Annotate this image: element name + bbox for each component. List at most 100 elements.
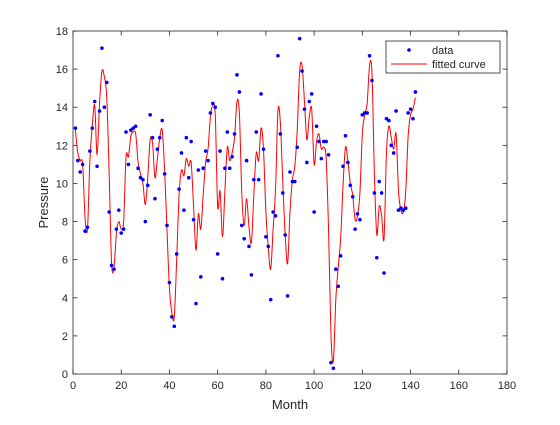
data-point	[88, 149, 92, 153]
legend-label: data	[432, 45, 454, 57]
data-point	[117, 208, 121, 212]
data-point	[121, 227, 126, 231]
data-point	[141, 177, 145, 182]
data-point	[165, 223, 169, 228]
data-point	[387, 118, 391, 123]
data-point	[403, 206, 408, 211]
data-point	[208, 111, 213, 115]
data-point	[266, 244, 271, 249]
data-point	[288, 170, 292, 174]
data-point	[326, 153, 331, 157]
data-point	[90, 126, 95, 130]
data-point	[324, 139, 328, 144]
data-point	[271, 210, 275, 214]
data-point	[227, 166, 232, 170]
x-tick-label: 100	[305, 380, 323, 392]
data-point	[278, 132, 283, 136]
data-point	[365, 111, 369, 115]
data-point	[396, 208, 401, 212]
data-point	[317, 139, 321, 144]
legend: data fitted curve	[385, 40, 501, 74]
data-point	[391, 151, 396, 155]
data-point	[375, 255, 379, 260]
data-point	[379, 191, 384, 195]
data-point	[331, 366, 336, 371]
data-point	[143, 219, 148, 224]
data-point	[162, 172, 167, 176]
y-tick-label: 18	[56, 26, 68, 38]
data-point	[155, 147, 160, 151]
data-point	[252, 177, 256, 182]
y-tick-label: 0	[62, 369, 68, 381]
x-axis-label: Month	[272, 397, 308, 412]
plot-area	[73, 31, 507, 374]
data-point	[370, 78, 374, 83]
data-point	[124, 130, 128, 134]
data-point	[346, 160, 350, 165]
x-tick-label: 180	[498, 380, 516, 392]
data-point	[256, 177, 261, 182]
data-point	[406, 111, 410, 115]
data-layer	[73, 36, 418, 371]
data-point	[223, 166, 227, 170]
data-point	[264, 235, 268, 239]
data-point	[314, 124, 319, 129]
data-point	[293, 179, 297, 184]
data-point	[338, 254, 343, 258]
data-point	[107, 210, 111, 214]
data-point	[78, 170, 83, 174]
data-point	[109, 263, 114, 268]
data-point	[367, 53, 372, 58]
data-point	[102, 105, 107, 110]
data-point	[220, 276, 225, 281]
legend-box	[385, 40, 501, 74]
legend-label: fitted curve	[432, 59, 486, 71]
data-point	[174, 252, 179, 256]
data-point	[97, 109, 102, 113]
data-point	[372, 191, 377, 195]
y-tick-label: 4	[62, 293, 68, 305]
data-point	[136, 166, 140, 170]
data-point	[160, 118, 165, 123]
data-point	[283, 233, 287, 237]
data-point	[360, 113, 365, 117]
data-point	[211, 101, 215, 106]
data-point	[92, 99, 97, 104]
x-tick-label: 20	[115, 380, 127, 392]
data-point	[194, 301, 198, 306]
data-point	[399, 206, 403, 211]
x-tick-label: 120	[353, 380, 371, 392]
data-point	[237, 90, 242, 94]
y-tick-label: 14	[56, 102, 68, 114]
axes-layer: 0 20 40 60 80 100 120 140 160 180 0 2 4 6 8 10 12 14 16 18	[56, 26, 516, 392]
data-point	[247, 244, 251, 249]
data-point	[230, 154, 234, 159]
data-point	[242, 236, 246, 241]
data-point	[114, 227, 119, 231]
data-point	[148, 113, 152, 117]
data-point	[133, 124, 138, 129]
data-point	[329, 360, 333, 365]
data-point	[235, 73, 239, 77]
data-point	[273, 214, 278, 218]
data-point	[334, 267, 338, 271]
data-point	[206, 158, 210, 163]
data-point	[312, 210, 316, 214]
data-point	[232, 132, 237, 136]
data-point	[225, 130, 230, 134]
data-point	[203, 149, 208, 153]
data-point	[261, 147, 266, 151]
data-point	[131, 126, 136, 130]
data-point	[259, 92, 263, 96]
x-tick-label: 140	[401, 380, 419, 392]
data-point	[389, 143, 394, 148]
data-point	[158, 135, 162, 140]
data-point	[341, 164, 345, 169]
data-point	[239, 223, 244, 228]
data-point	[280, 191, 285, 195]
data-point	[167, 280, 172, 285]
data-point	[305, 160, 309, 165]
data-point	[215, 252, 220, 256]
